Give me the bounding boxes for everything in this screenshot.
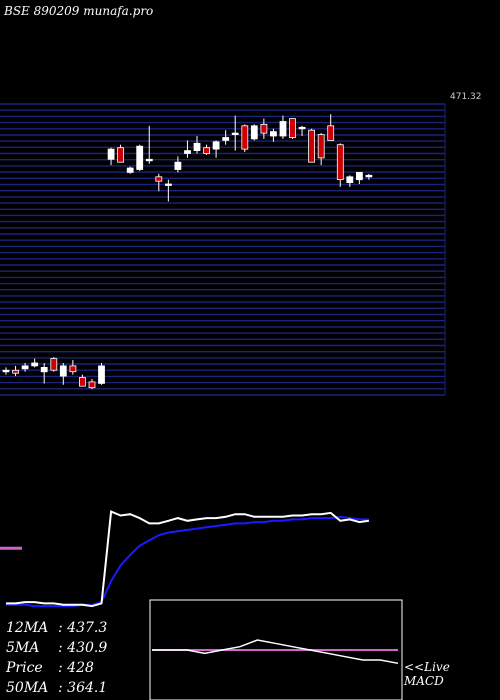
candle-down	[50, 358, 58, 371]
candle-down	[241, 125, 249, 150]
candle-up	[346, 176, 354, 184]
macd-panel	[149, 599, 403, 700]
candle-up	[269, 131, 277, 137]
candle-up	[222, 137, 230, 141]
candle-down	[317, 134, 325, 159]
candle-up	[231, 132, 239, 136]
candle-down	[289, 118, 296, 138]
macd-layer	[152, 639, 399, 665]
chart-title: BSE 890209 munafa.pro	[4, 4, 154, 18]
ma-long-line	[6, 515, 369, 608]
candle-down	[260, 124, 268, 134]
candles-layer	[2, 114, 373, 390]
candle-up	[31, 362, 39, 367]
candle-down	[203, 147, 211, 154]
candle-down	[327, 125, 335, 141]
stat-50ma: 50MA: 364.1	[6, 680, 108, 696]
candle-up	[2, 369, 10, 373]
candle-up	[21, 365, 29, 370]
candle-up	[98, 365, 105, 384]
price-label: 471.32	[450, 92, 482, 102]
candle-up	[107, 148, 115, 160]
candle-down	[12, 369, 20, 374]
stat-12ma: 12MA: 437.3	[6, 620, 108, 636]
candle-up	[136, 145, 144, 170]
candle-down	[79, 377, 86, 387]
candle-up	[40, 366, 48, 373]
candle-up	[193, 142, 201, 152]
candle-down	[336, 144, 344, 180]
stats-box: 12MA: 437.3 5MA: 430.9 Price: 428 50MA: …	[6, 618, 107, 698]
candle-down	[155, 176, 163, 182]
candle-up	[365, 174, 373, 178]
candle-up	[174, 161, 182, 170]
candle-up	[212, 141, 220, 150]
candle-up	[145, 158, 153, 162]
ma-short-line	[6, 510, 370, 608]
candle-up	[184, 150, 191, 154]
candle-up	[355, 171, 363, 181]
macd-label: <<Live MACD	[404, 660, 450, 688]
candle-down	[117, 147, 124, 163]
candle-down	[308, 129, 316, 163]
candle-down	[88, 381, 96, 389]
stat-5ma: 5MA: 430.9	[6, 640, 108, 656]
candle-up	[59, 365, 67, 377]
price-axis: 471.32	[450, 92, 482, 102]
stat-price: Price: 428	[6, 660, 94, 676]
candle-up	[279, 121, 287, 137]
candle-up	[126, 167, 134, 173]
candle-up	[298, 126, 306, 130]
price-grid	[0, 103, 446, 396]
candle-up	[164, 183, 172, 186]
candle-down	[69, 365, 77, 373]
candle-up	[250, 125, 258, 140]
macd-line	[152, 639, 399, 665]
ma-lines-layer	[0, 510, 370, 608]
